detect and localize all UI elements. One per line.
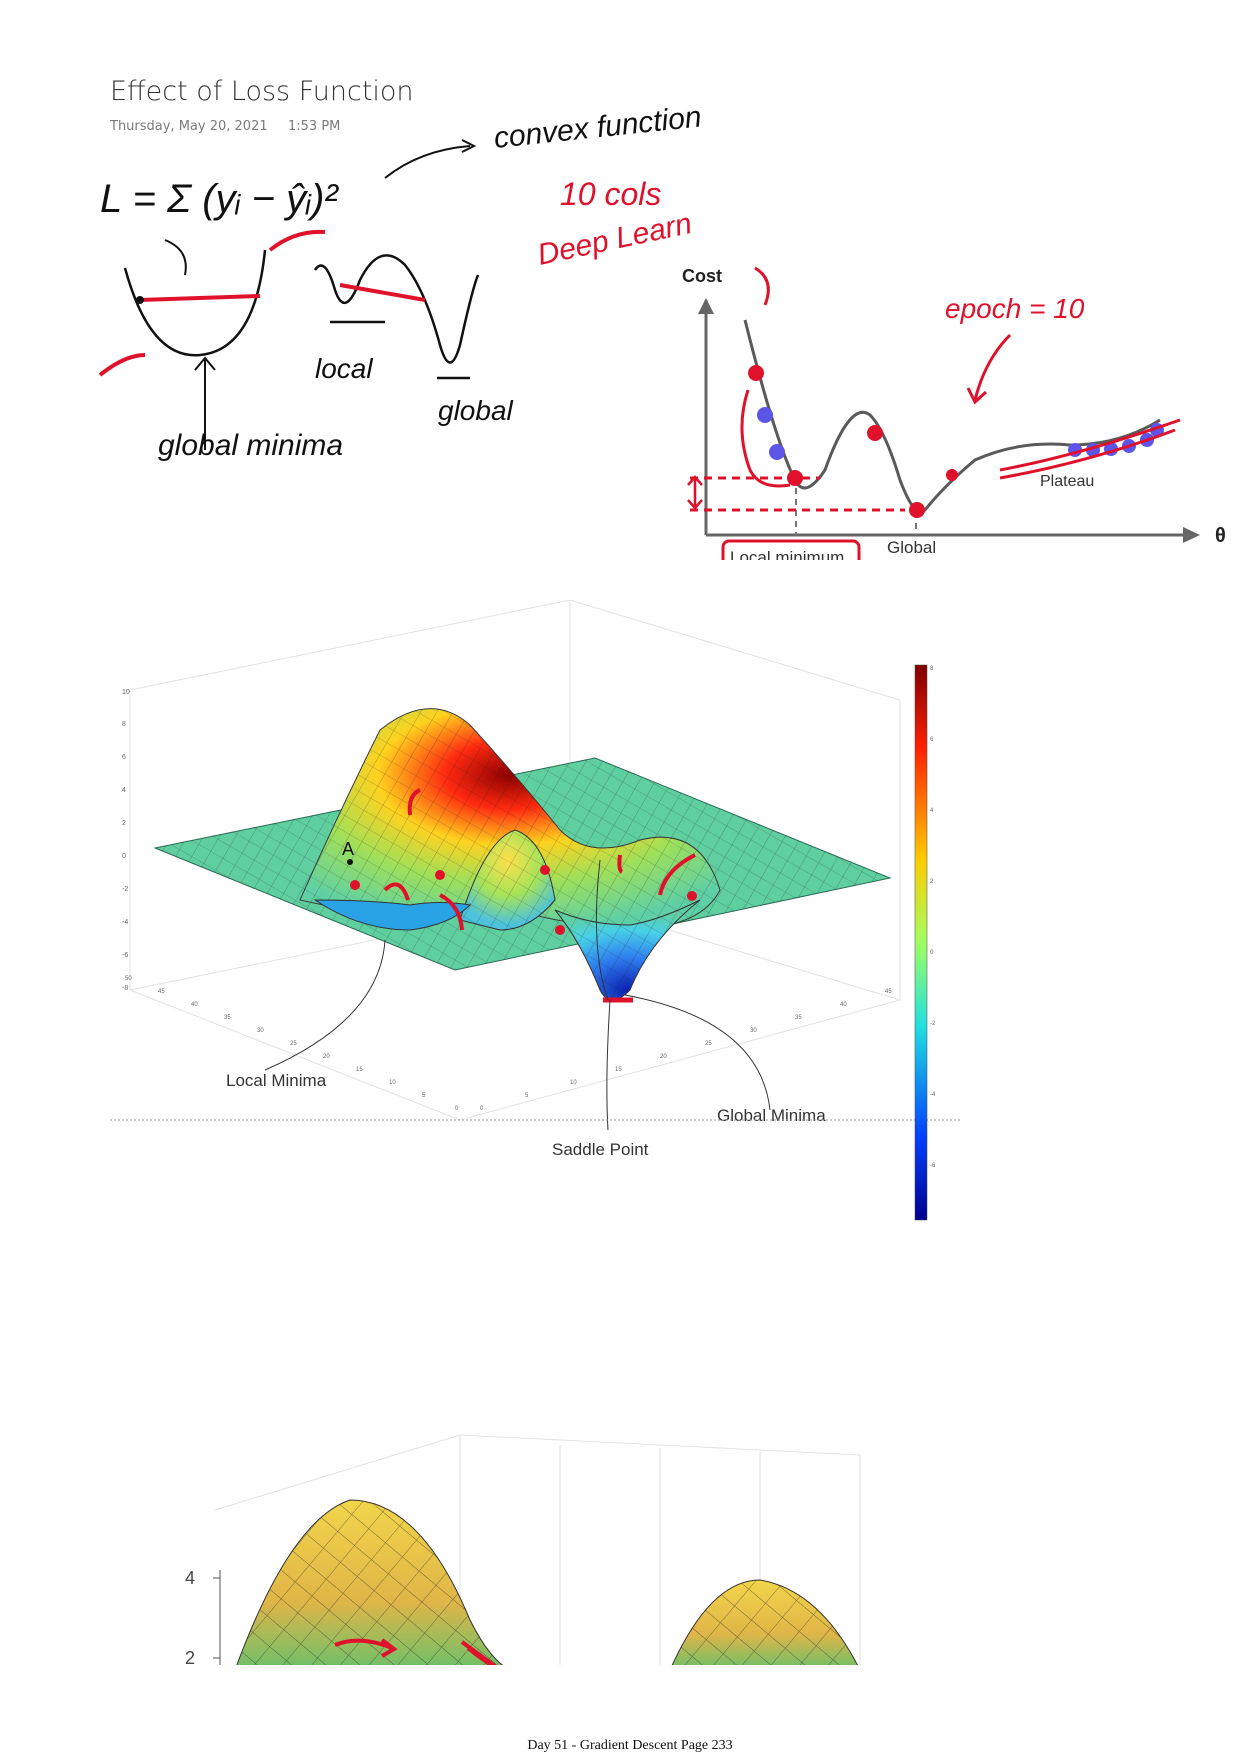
svg-text:10: 10	[389, 1080, 396, 1086]
svg-text:0: 0	[930, 950, 934, 956]
colorbar	[914, 664, 928, 1221]
colorbar-ticks: 8 6 4 2 0 -2 -4 -6	[930, 666, 936, 1169]
svg-text:0: 0	[122, 853, 126, 860]
svg-text:10: 10	[122, 689, 130, 696]
deep-learn-note: Deep Learn	[535, 207, 695, 272]
arrow-to-convex	[384, 145, 471, 179]
cost-curve	[743, 319, 1161, 514]
svg-text:35: 35	[795, 1015, 802, 1021]
svg-text:10: 10	[570, 1080, 577, 1086]
svg-text:35: 35	[224, 1015, 231, 1021]
svg-text:40: 40	[840, 1002, 847, 1008]
svg-text:25: 25	[290, 1041, 297, 1047]
local-minima-label: Local Minima	[226, 1071, 327, 1090]
svg-text:6: 6	[930, 737, 934, 743]
svg-text:0: 0	[455, 1106, 459, 1112]
svg-text:0: 0	[480, 1106, 484, 1112]
global-minimum-label-1: Global	[887, 538, 936, 557]
epoch-note: epoch = 10	[945, 293, 1085, 324]
svg-text:8: 8	[122, 721, 126, 728]
svg-text:25: 25	[705, 1041, 712, 1047]
svg-text:30: 30	[257, 1028, 264, 1034]
handwritten-notes: L = Σ (yᵢ − ŷᵢ)² convex function 10 cols…	[98, 100, 1226, 560]
svg-text:50: 50	[125, 976, 132, 982]
svg-text:-8: -8	[122, 985, 128, 992]
svg-text:-2: -2	[930, 1021, 936, 1027]
bottom-z-tick-4: 4	[185, 1568, 195, 1588]
svg-text:15: 15	[615, 1067, 622, 1073]
page-date: Thursday, May 20, 2021	[110, 119, 268, 134]
svg-text:20: 20	[660, 1054, 667, 1060]
convex-function-note: convex function	[492, 100, 703, 155]
x-axis-ticks: 0 5 10 15 20 25 30 35 40 45 50	[125, 976, 459, 1112]
svg-text:-6: -6	[122, 952, 128, 959]
svg-text:2: 2	[122, 820, 126, 827]
red-dot	[748, 365, 764, 381]
red-dot	[787, 470, 803, 486]
loss-formula: L = Σ (yᵢ − ŷᵢ)²	[100, 177, 339, 221]
point-a-label: A	[342, 839, 354, 859]
svg-text:5: 5	[525, 1093, 529, 1099]
plateau-label: Plateau	[1040, 473, 1094, 490]
surface-annotations	[350, 788, 697, 935]
svg-text:6: 6	[122, 754, 126, 761]
red-dot	[946, 469, 958, 481]
svg-text:5: 5	[422, 1093, 426, 1099]
svg-text:20: 20	[323, 1054, 330, 1060]
svg-text:4: 4	[930, 808, 934, 814]
global-minima-label: Global Minima	[717, 1106, 826, 1125]
global-minima-note: global minima	[158, 429, 343, 462]
cols-note: 10 cols	[560, 176, 661, 212]
non-convex-curve	[313, 254, 480, 364]
svg-text:-6: -6	[930, 1163, 936, 1169]
page-footer: Day 51 - Gradient Descent Page 233	[527, 1738, 733, 1753]
z-axis-ticks: 10 8 6 4 2 0 -2 -4 -6 -8	[122, 689, 130, 992]
blue-dot	[769, 444, 785, 460]
y-axis-ticks: 0 5 10 15 20 25 30 35 40 45	[480, 989, 892, 1112]
page-title: Effect of Loss Function	[110, 76, 414, 107]
red-dot	[867, 425, 883, 441]
local-minima-dip	[313, 899, 472, 931]
cost-axis-label: Cost	[682, 266, 722, 286]
page-time: 1:53 PM	[288, 119, 341, 134]
local-minimum-label: Local minimum	[730, 548, 844, 560]
svg-text:-4: -4	[122, 919, 128, 926]
bottom-z-tick-2: 2	[185, 1648, 195, 1668]
svg-text:40: 40	[191, 1002, 198, 1008]
surface-figure: A Local Minima Global Minima Saddle Poin…	[110, 600, 960, 1221]
global-note: global	[438, 395, 514, 426]
svg-text:30: 30	[750, 1028, 757, 1034]
convex-curve	[123, 249, 267, 357]
red-dot	[909, 502, 925, 518]
local-note: local	[315, 353, 373, 384]
svg-text:45: 45	[885, 989, 892, 995]
svg-text:2: 2	[930, 879, 934, 885]
svg-text:45: 45	[158, 989, 165, 995]
cost-figure: Cost θ Plateau Local minimum Global mini…	[682, 266, 1226, 560]
svg-text:-2: -2	[122, 886, 128, 893]
svg-text:-4: -4	[930, 1092, 936, 1098]
point-a-dot	[347, 859, 353, 865]
bottom-surface-figure: 4 2	[0, 1434, 1240, 1670]
saddle-point-label: Saddle Point	[552, 1140, 649, 1159]
theta-axis-label: θ	[1215, 525, 1226, 547]
svg-text:8: 8	[930, 666, 934, 672]
blue-dot	[757, 407, 773, 423]
svg-text:4: 4	[122, 787, 126, 794]
svg-text:15: 15	[356, 1067, 363, 1073]
